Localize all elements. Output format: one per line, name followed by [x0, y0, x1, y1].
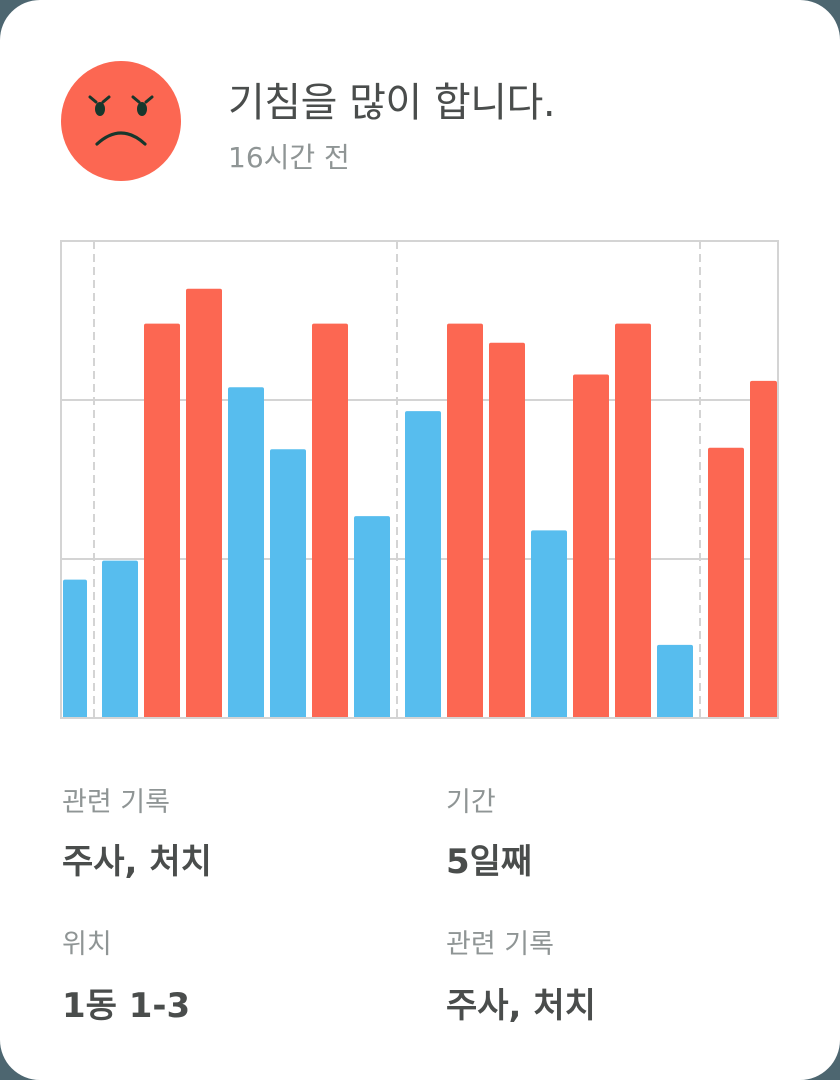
bar [270, 449, 306, 719]
bar [63, 579, 87, 719]
detail-label-location: 위치 [62, 929, 112, 960]
bar [186, 288, 222, 719]
bar [531, 530, 567, 719]
angry-face-icon [61, 61, 181, 181]
bar [489, 342, 525, 719]
detail-value-related-records-2: 주사, 처치 [446, 986, 596, 1026]
detail-label-related-records-2: 관련 기록 [446, 929, 554, 960]
bar [102, 560, 138, 719]
detail-label-duration: 기간 [446, 787, 496, 818]
bar [405, 411, 441, 719]
detail-label-related-records: 관련 기록 [62, 787, 170, 818]
bar [708, 447, 744, 719]
detail-value-location: 1동 1-3 [62, 986, 191, 1026]
bar [354, 516, 390, 719]
bar-chart [60, 240, 780, 720]
symptom-title: 기침을 많이 합니다. [228, 80, 556, 126]
bar [312, 323, 348, 719]
chart-border [60, 240, 779, 719]
bar [447, 323, 483, 719]
detail-value-related-records: 주사, 처치 [62, 842, 212, 882]
bar [228, 387, 264, 719]
timestamp: 16시간 전 [228, 141, 350, 174]
bar [750, 380, 777, 719]
detail-value-duration: 5일째 [446, 842, 533, 882]
bar [144, 323, 180, 719]
bar [615, 323, 651, 719]
bar [657, 644, 693, 719]
chart-canvas [60, 240, 779, 719]
bar [573, 374, 609, 719]
